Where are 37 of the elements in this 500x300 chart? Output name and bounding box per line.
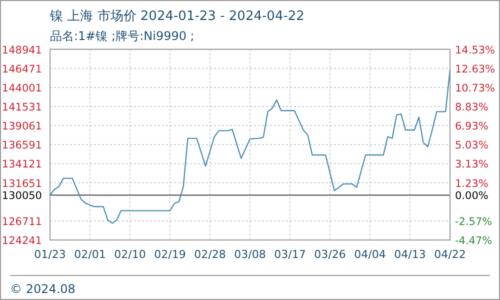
y2-tick-label: 1.23% — [455, 178, 488, 190]
y-tick-label: 134121 — [2, 158, 42, 171]
x-tick-label: 04/22 — [434, 248, 466, 261]
y-tick-label: 144001 — [2, 82, 42, 94]
x-tick-label: 03/17 — [274, 248, 306, 261]
y2-tick-label: 3.13% — [455, 158, 488, 171]
y2-tick-label: 8.83% — [455, 102, 488, 114]
y2-tick-label: 0.00% — [455, 190, 488, 202]
chart-subtitle: 品名:1#镍 ;牌号:Ni9990 ; — [50, 29, 194, 43]
y-tick-label: 148941 — [2, 44, 42, 56]
y-tick-label: 131651 — [2, 178, 42, 190]
x-tick-label: 02/01 — [74, 248, 106, 261]
y2-tick-label: 10.73% — [455, 82, 496, 94]
x-tick-label: 02/28 — [194, 248, 226, 261]
x-tick-label: 01/23 — [34, 248, 66, 261]
x-tick-label: 02/10 — [114, 248, 146, 261]
y-tick-label: 146471 — [2, 63, 42, 76]
x-tick-label: 04/04 — [354, 248, 386, 261]
x-tick-label: 02/19 — [154, 248, 186, 261]
text: © 2024.08 — [10, 282, 76, 296]
y2-tick-label: -4.47% — [455, 235, 492, 247]
y2-tick-label: -2.57% — [455, 216, 492, 228]
y-tick-label: 136591 — [2, 140, 42, 152]
y-tick-label: 141531 — [2, 102, 42, 114]
y-tick-label: 130050 — [2, 190, 42, 202]
y-tick-label: 126711 — [2, 216, 42, 228]
y-tick-label: 139061 — [2, 120, 42, 133]
x-tick-label: 04/13 — [394, 248, 426, 261]
line-series — [49, 69, 451, 224]
chart-title: 镍 上海 市场价 2024-01-23 - 2024-04-22 — [49, 9, 304, 24]
x-tick-label: 03/08 — [234, 248, 266, 261]
x-tick-label: 03/26 — [314, 248, 346, 261]
y2-tick-label: 12.63% — [455, 63, 496, 76]
y2-tick-label: 5.03% — [455, 140, 488, 152]
y-tick-label: 124241 — [2, 235, 42, 247]
y2-tick-label: 6.93% — [455, 120, 488, 133]
y2-tick-label: 14.53% — [455, 44, 496, 56]
